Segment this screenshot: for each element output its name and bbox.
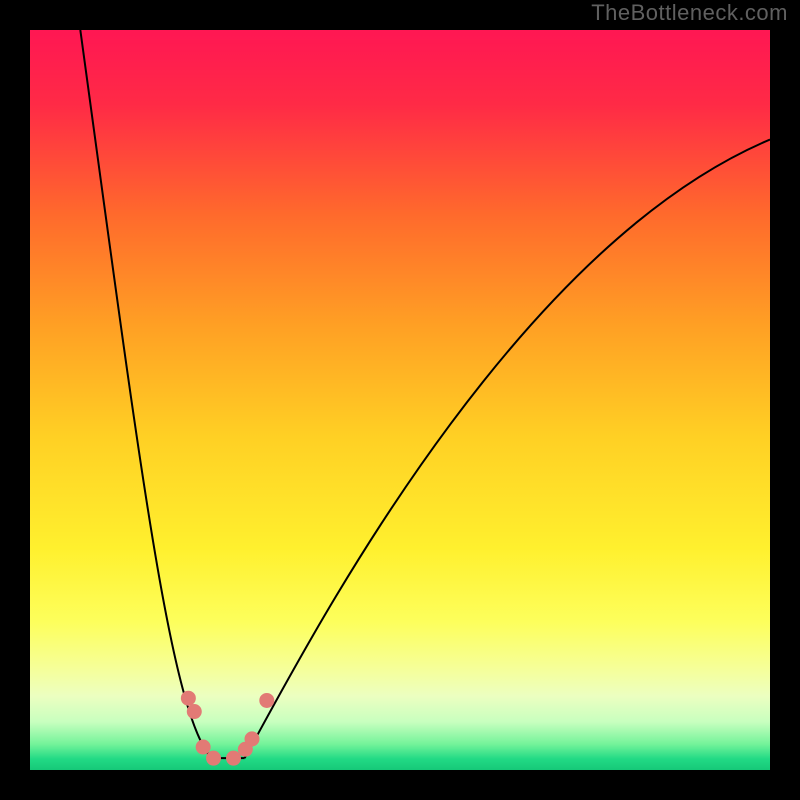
data-marker (227, 751, 241, 765)
data-marker (196, 740, 210, 754)
chart-background (30, 30, 770, 770)
data-marker (181, 691, 195, 705)
data-marker (245, 732, 259, 746)
bottleneck-chart (30, 30, 770, 770)
data-marker (207, 751, 221, 765)
data-marker (260, 693, 274, 707)
plot-frame (30, 30, 770, 770)
data-marker (187, 705, 201, 719)
watermark-text: TheBottleneck.com (591, 0, 788, 26)
